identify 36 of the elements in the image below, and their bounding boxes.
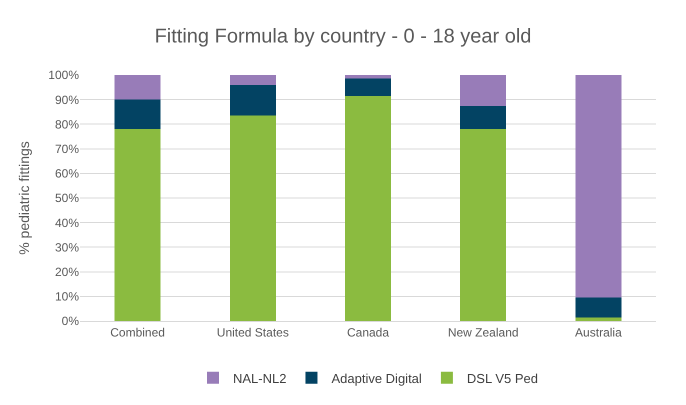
legend-label: NAL-NL2 (233, 370, 286, 386)
y-tick-label: 0% (62, 314, 80, 328)
y-tick-label: 100% (48, 68, 80, 82)
legend-label: DSL V5 Ped (466, 370, 538, 386)
bar (344, 75, 392, 79)
bar (460, 75, 506, 106)
y-tick-label: 60% (54, 166, 80, 181)
y-tick-label: 30% (54, 240, 80, 254)
bar (344, 78, 392, 96)
bar (230, 116, 276, 321)
y-tick-label: 90% (54, 92, 80, 107)
x-tick-label: Combined (110, 325, 165, 340)
bar (575, 298, 622, 318)
bar (114, 100, 161, 130)
bar (114, 75, 161, 100)
bar (460, 129, 506, 321)
y-tick-label: 20% (54, 265, 80, 279)
y-tick-label: 50% (54, 191, 80, 206)
bar (460, 106, 506, 130)
x-tick-label: Canada (346, 325, 390, 340)
chart-title: Fitting Formula by country - 0 - 18 year old (154, 25, 532, 48)
bar (344, 96, 392, 321)
bar (230, 75, 276, 85)
bar (114, 129, 161, 321)
bar (230, 84, 276, 116)
x-tick-label: Australia (575, 325, 622, 340)
y-tick-label: 10% (54, 290, 80, 304)
x-tick-label: United States (216, 325, 289, 340)
legend-label: Adaptive Digital (331, 370, 422, 386)
y-tick-label: 80% (54, 117, 80, 132)
y-tick-label: 40% (54, 216, 80, 230)
bar (575, 75, 622, 298)
x-tick-label: New Zealand (448, 325, 519, 340)
y-tick-label: 70% (54, 142, 80, 156)
bar (575, 317, 622, 321)
y-axis-title: % pediatric fittings (16, 141, 32, 255)
